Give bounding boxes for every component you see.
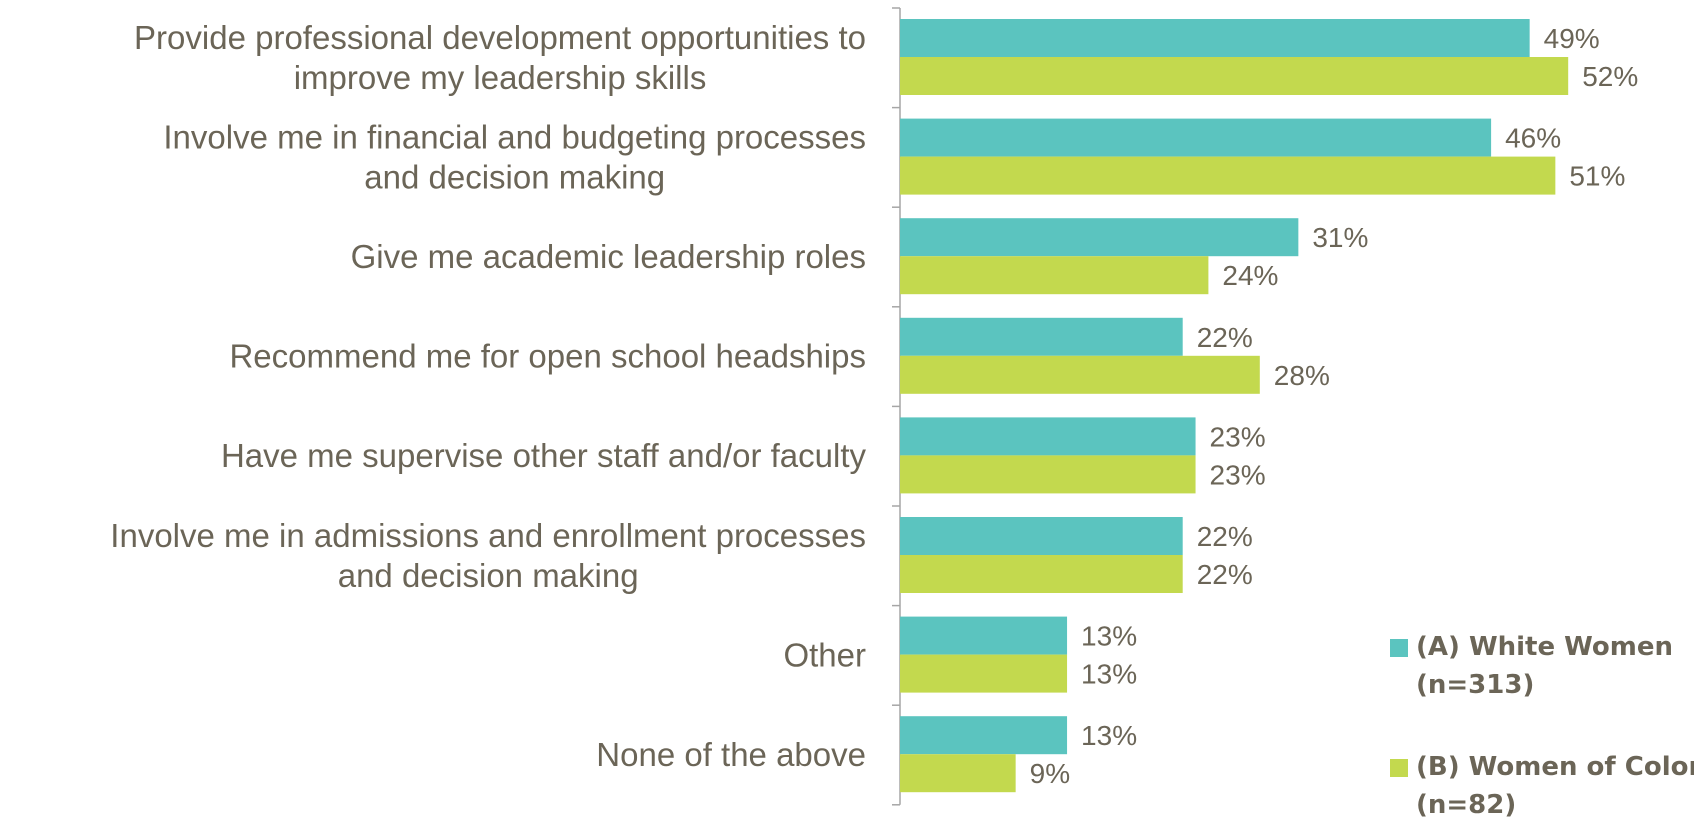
bar-series-2-cat-4 — [900, 355, 1260, 394]
data-label: 13% — [1081, 621, 1137, 652]
category-label: Provide professional development opportu… — [134, 19, 866, 96]
legend-label: (A) White Women — [1416, 632, 1673, 662]
bar-series-1-cat-2 — [900, 118, 1492, 157]
bar-series-2-cat-3 — [900, 256, 1209, 295]
bar-series-1-cat-4 — [900, 317, 1183, 356]
legend-swatch — [1390, 759, 1408, 777]
data-label: 28% — [1274, 360, 1330, 391]
bar-series-2-cat-1 — [900, 57, 1569, 95]
category-label: Recommend me for open school headships — [229, 338, 866, 375]
data-label: 24% — [1222, 260, 1278, 291]
category-label: Involve me in financial and budgeting pr… — [163, 118, 866, 195]
data-label: 31% — [1312, 222, 1368, 253]
data-label: 52% — [1582, 61, 1638, 92]
category-label: Give me academic leadership roles — [351, 238, 866, 275]
legend: (A) White Women (n=313) (B) Women of Color… — [1390, 632, 1694, 820]
bar-series-2-cat-5 — [900, 455, 1196, 494]
bar-series-1-cat-7 — [900, 616, 1068, 655]
bar-series-2-cat-2 — [900, 156, 1556, 195]
data-label: 13% — [1081, 720, 1137, 751]
category-labels: Provide professional development opportu… — [110, 19, 866, 773]
data-label: 22% — [1197, 559, 1253, 590]
bar-series-1-cat-6 — [900, 517, 1183, 555]
bar-series-1-cat-1 — [900, 19, 1530, 57]
data-label: 22% — [1197, 322, 1253, 353]
data-label: 23% — [1210, 459, 1266, 490]
bar-series-2-cat-8 — [900, 754, 1016, 793]
category-label: None of the above — [596, 736, 866, 773]
data-label: 49% — [1544, 23, 1600, 54]
data-label: 46% — [1505, 123, 1561, 154]
legend-swatch — [1390, 639, 1408, 657]
bar-series-1-cat-8 — [900, 716, 1068, 755]
legend-label: (n=313) — [1416, 670, 1534, 700]
data-label: 51% — [1569, 161, 1625, 192]
data-label: 23% — [1210, 421, 1266, 452]
category-label: Other — [783, 636, 866, 673]
bar-series-1-cat-3 — [900, 218, 1299, 257]
data-label: 22% — [1197, 521, 1253, 552]
value-labels: 49% 46% 31% 22% 23% 22% 13% 13% 52% 51% 24% 28% 23% 2… — [1030, 23, 1639, 789]
data-label: 13% — [1081, 659, 1137, 690]
legend-label: (B) Women of Color — [1416, 752, 1694, 782]
legend-label: (n=82) — [1416, 790, 1516, 820]
category-label: Have me supervise other staff and/or fac… — [221, 437, 867, 474]
category-label: Involve me in admissions and enrollment … — [110, 517, 866, 594]
bar-series-2-cat-7 — [900, 654, 1068, 693]
bar-series-1-cat-5 — [900, 417, 1196, 456]
y-axis — [892, 7, 901, 806]
bars — [900, 19, 1569, 793]
bar-series-2-cat-6 — [900, 555, 1183, 593]
data-label: 9% — [1030, 758, 1070, 789]
